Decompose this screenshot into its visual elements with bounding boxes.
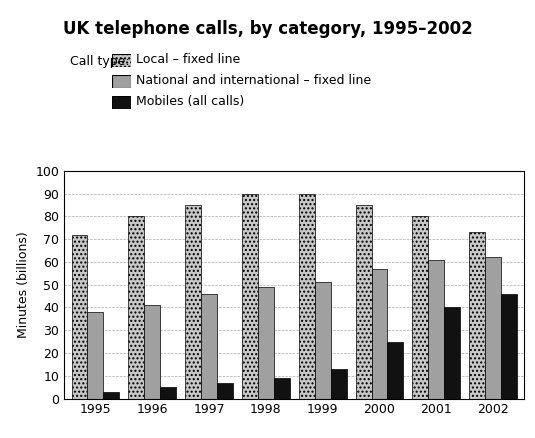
Bar [501,294,517,399]
Text: UK telephone calls, by category, 1995–2002: UK telephone calls, by category, 1995–20… [63,20,472,38]
Y-axis label: Minutes (billions): Minutes (billions) [17,231,30,338]
Text: Local – fixed line: Local – fixed line [136,53,241,66]
Bar [274,378,290,399]
Bar [429,260,444,399]
Bar [469,232,485,399]
Bar [128,216,144,399]
Bar [103,392,119,399]
Bar [242,194,258,399]
Bar [144,305,160,399]
Bar [315,283,331,399]
Bar [356,205,371,399]
Bar [88,312,103,399]
Bar [331,369,347,399]
Bar [160,387,176,399]
Text: Mobiles (all calls): Mobiles (all calls) [136,95,244,108]
Bar [412,216,429,399]
Bar [217,383,233,399]
Bar [371,269,387,399]
Bar [185,205,201,399]
Bar [444,307,460,399]
Text: National and international – fixed line: National and international – fixed line [136,74,371,87]
Bar [72,235,88,399]
Bar [201,294,217,399]
Bar [299,194,315,399]
Text: Call type:: Call type: [70,55,129,68]
Bar [387,342,403,399]
Bar [485,258,501,399]
Bar [258,287,274,399]
